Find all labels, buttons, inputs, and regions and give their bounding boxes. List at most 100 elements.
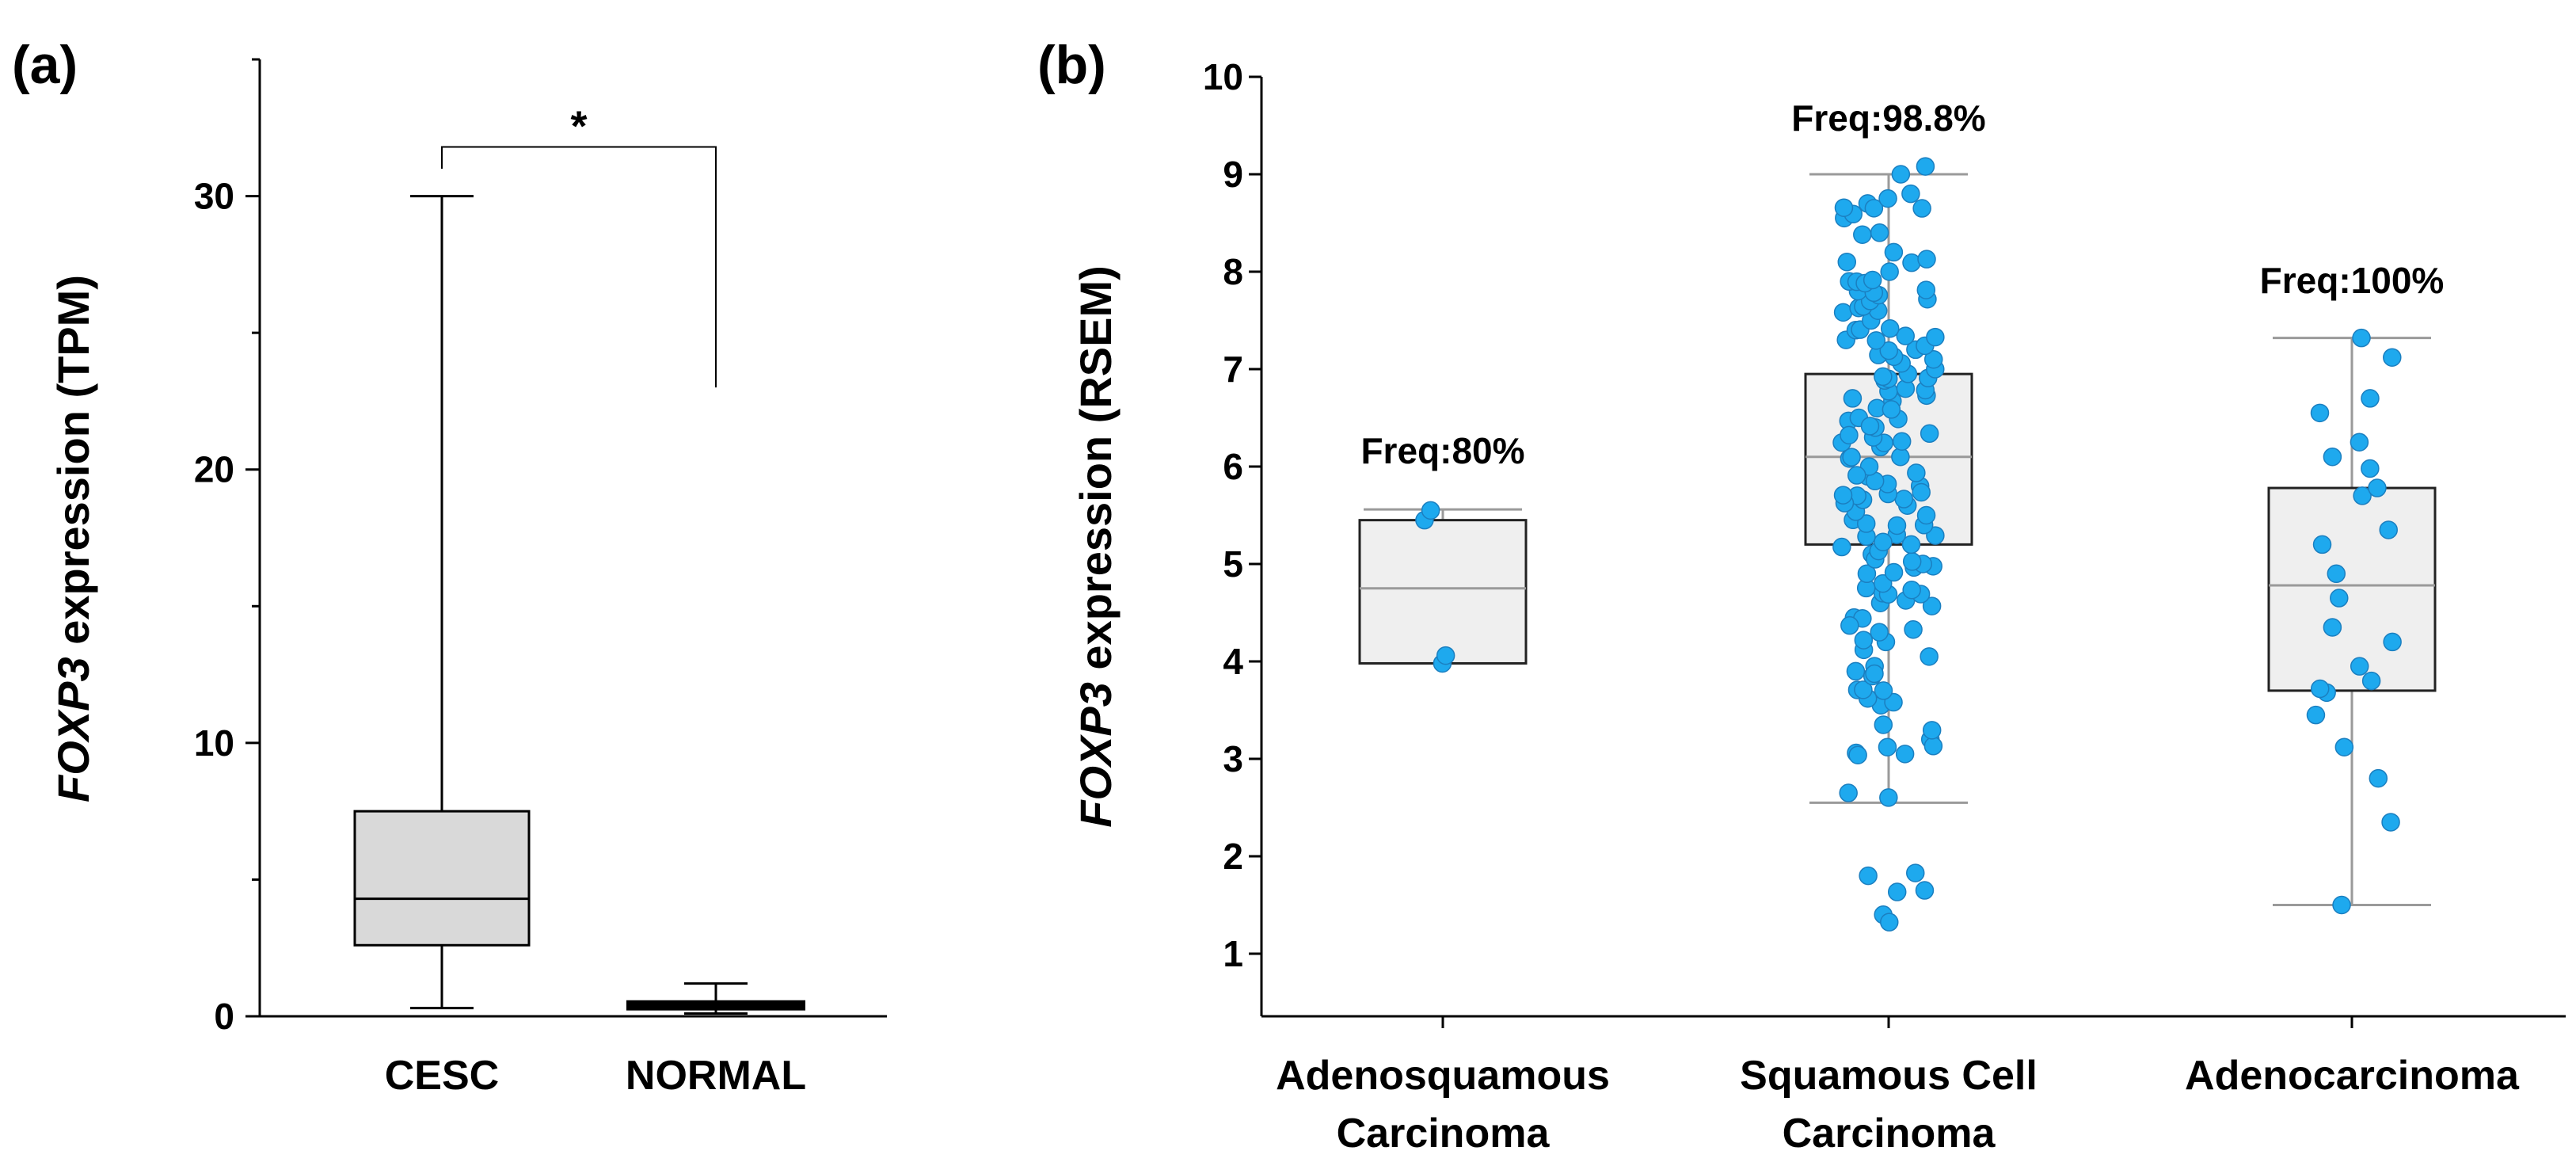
panel-a-significance: * [441,102,717,388]
data-point [1922,721,1942,740]
data-point [2310,679,2330,699]
data-point [2383,348,2402,367]
panel-a-y-axis-label-unit: expression (TPM) [48,275,98,657]
data-point [1926,327,1945,347]
data-point [1833,486,1853,505]
data-point [2334,737,2354,756]
panel-b-points [1415,157,2402,932]
data-point [1866,331,1886,350]
panel-a-boxes [353,195,805,1015]
data-point [1854,631,1874,650]
data-point [1878,189,1897,208]
data-point [2330,589,2349,608]
panel-b-y-axis-label-gene: FOXP3 [1071,682,1121,828]
data-point [1859,866,1878,886]
data-point [1832,537,1851,557]
data-point [1864,199,1884,218]
data-point [1874,532,1893,551]
data-point [1902,552,1922,571]
panel-a-category-normal: NORMAL [626,1053,806,1099]
panel-b-label: (b) [1037,35,1106,95]
data-point [1884,242,1904,262]
data-point [2323,618,2342,637]
box-iqr [2267,486,2437,692]
data-point [1879,788,1898,807]
data-point [1842,448,1861,467]
panel-b-y-tick-label: 4 [1223,641,1243,682]
panel-a-box-cesc [353,195,531,1010]
data-point [1896,326,1915,345]
data-point [1847,466,1866,485]
panel-a-y-tick-label: 30 [194,176,234,217]
data-point [1901,535,1921,554]
data-point [1880,913,1899,932]
panel-b-y-axis-label: FOXP3 expression (RSEM) [1071,265,1121,828]
data-point [1922,596,1942,615]
data-point [1837,252,1857,272]
panel-a: (a) FOXP3 expression (TPM) 0 10 20 30 * CES… [12,35,887,1099]
data-point [2361,671,2381,691]
box-iqr [353,810,531,947]
panel-b-y-tick-label: 5 [1223,543,1243,585]
data-point [1870,623,1889,642]
panel-a-y-tick-label: 20 [194,449,234,490]
data-point [1892,432,1912,451]
data-point [2369,768,2388,788]
data-point [1907,463,1926,482]
panel-b-y-tick-label: 3 [1223,738,1243,779]
data-point [1857,564,1877,584]
data-point [2379,520,2398,539]
panel-b-category-label: Squamous Cell [1740,1053,2038,1099]
data-point [1916,280,1936,299]
data-point [1843,389,1863,408]
data-point [1916,157,1935,176]
data-point [2353,486,2372,505]
data-point [1915,881,1935,900]
data-point [1894,490,1913,509]
panel-b-categories: Adenosquamous Carcinoma Squamous Cell Carci… [1276,1016,2520,1156]
data-point [1882,400,1901,419]
panel-b-boxes [1358,173,2437,906]
data-point [1887,882,1907,901]
data-point [2332,895,2351,915]
panel-b-category-label-line2: Carcinoma [1783,1111,1996,1156]
data-point [2368,478,2387,497]
data-point [1902,253,1921,272]
data-point [2361,459,2380,478]
panel-b-category-label: Adenosquamous [1276,1053,1610,1099]
significance-bracket [441,146,717,388]
data-point [2312,535,2332,554]
data-point [1874,367,1893,387]
data-point [1846,661,1866,681]
data-point [1874,681,1893,700]
data-point [1421,501,1440,520]
panel-b-y-tick-label: 10 [1203,56,1243,97]
data-point [1856,514,1876,533]
panel-b: (b) FOXP3 expression (RSEM) 12345678910 … [1037,35,2566,1156]
panel-b-category-label: Adenocarcinoma [2185,1053,2520,1099]
data-point [2350,432,2369,452]
data-point [1891,447,1910,467]
data-point [2352,328,2371,348]
data-point [1840,425,1859,445]
data-point [1884,562,1904,582]
panel-a-box-normal [626,982,805,1015]
data-point [1834,198,1854,217]
panel-a-y-tick-label: 10 [194,722,234,764]
data-point [2306,705,2326,725]
box-iqr [1358,519,1528,665]
data-point [1901,184,1920,204]
panel-b-y-tick-label: 6 [1223,446,1243,487]
panel-a-category-cesc: CESC [385,1053,499,1099]
data-point [1840,615,1859,635]
panel-b-freq-label: Freq:98.8% [1791,97,1985,139]
data-point [1863,270,1882,290]
panel-a-y-axis-label-gene: FOXP3 [48,657,98,802]
data-point [1912,199,1931,218]
data-point [1854,680,1873,699]
data-point [2310,403,2330,423]
panel-a-y-axis-label: FOXP3 expression (TPM) [48,275,98,802]
data-point [1880,262,1899,281]
panel-a-y-tick-label: 0 [214,996,234,1037]
panel-b-freq-label: Freq:100% [2260,260,2445,301]
